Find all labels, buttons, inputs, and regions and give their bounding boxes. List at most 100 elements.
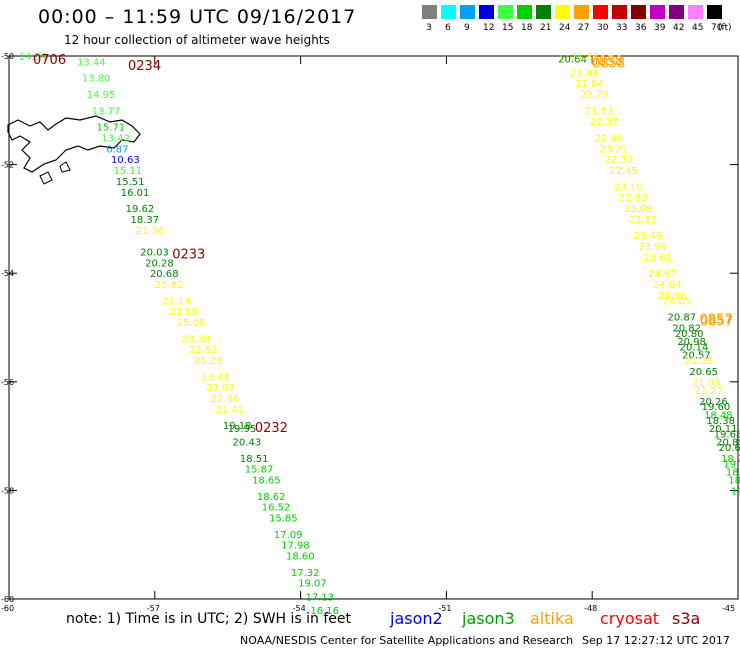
legend-unit: (ft) — [718, 23, 732, 33]
legend-swatch — [688, 5, 703, 19]
swh-value: 22.37 — [590, 117, 619, 128]
legend-label: 70 — [711, 23, 723, 33]
legend-swatch — [631, 5, 646, 19]
swh-value: 22.55 — [169, 307, 198, 318]
legend-swatch — [479, 5, 494, 19]
swh-value: 19.60 — [702, 402, 731, 413]
swh-value: 24.05 — [663, 296, 692, 307]
lat-label: -60 — [1, 595, 14, 604]
legend-label: 3 — [426, 23, 432, 33]
legend-label: 33 — [616, 23, 628, 33]
swh-value: 22.45 — [609, 166, 638, 177]
swh-value: 16.52 — [262, 503, 291, 514]
legend-label: 30 — [597, 23, 609, 33]
island-outline — [39, 171, 53, 185]
swh-value: 20.64 — [558, 55, 587, 66]
lon-label: -54 — [293, 604, 306, 613]
swh-value: 19.95 — [228, 424, 257, 435]
swh-value: 19.62 — [126, 204, 155, 215]
legend-swatch — [650, 5, 665, 19]
swh-value: 16.01 — [121, 188, 150, 199]
legend-swatch — [574, 5, 589, 19]
swh-value: 20.43 — [233, 438, 262, 449]
legend-label: 45 — [692, 23, 704, 33]
swh-value: 17.32 — [291, 568, 320, 579]
swh-value: 21.37 — [570, 52, 599, 63]
swh-value: 15.71 — [96, 123, 125, 134]
legend-label: 39 — [654, 23, 666, 33]
page-subtitle: 12 hour collection of altimeter wave hei… — [64, 33, 330, 47]
legend-label: 24 — [559, 23, 571, 33]
mission-altika: altika — [530, 609, 574, 628]
legend-label: 15 — [502, 23, 514, 33]
swh-value: 17.98 — [281, 541, 310, 552]
swh-value: 22.79 — [580, 90, 609, 101]
swh-value: 24.96 — [658, 291, 687, 302]
swh-value: 21.09 — [692, 378, 721, 389]
swh-value: 23.41 — [201, 372, 230, 383]
swh-value: 18.37 — [131, 215, 160, 226]
map-frame — [8, 55, 739, 600]
swh-value: 18. — [728, 476, 740, 487]
swh-value: 14.34 — [19, 52, 48, 63]
swh-value: 20.87 — [668, 313, 697, 324]
page-title: 00:00 – 11:59 UTC 09/16/2017 — [38, 6, 357, 28]
swh-value: 13.77 — [92, 106, 121, 117]
legend-swatch — [498, 5, 513, 19]
swh-value: 18.48 — [704, 410, 733, 421]
swh-value: 19.00 — [723, 459, 740, 470]
lon-label: -48 — [584, 604, 597, 613]
swh-value: 18.73 — [721, 454, 740, 465]
swh-value: 25.82 — [155, 280, 184, 291]
swh-value: 19 — [731, 486, 740, 497]
legend-swatch — [669, 5, 684, 19]
mission-jason2: jason2 — [390, 609, 443, 628]
swh-value: 25.23 — [194, 356, 223, 367]
swh-value: 21.41 — [216, 405, 245, 416]
swh-value: 20.98 — [677, 337, 706, 348]
swh-value: 24.67 — [648, 269, 677, 280]
lat-label: -54 — [1, 269, 14, 278]
swh-value: 20.68 — [150, 269, 179, 280]
lat-label: -58 — [1, 486, 14, 495]
swh-value: 17.09 — [274, 530, 303, 541]
swh-value: 23.99 — [638, 242, 667, 253]
swh-value: 23.61 — [643, 253, 672, 264]
swh-value: 22.96 — [211, 394, 240, 405]
swh-value: 23.38 — [182, 334, 211, 345]
mission-cryosat: cryosat — [600, 609, 660, 628]
legend-label: 21 — [540, 23, 552, 33]
pass-time-label: 0858 — [592, 57, 625, 72]
lon-label: -45 — [722, 604, 735, 613]
lat-label: -50 — [1, 52, 14, 61]
legend-label: 12 — [483, 23, 495, 33]
swh-value: 24.04 — [653, 280, 682, 291]
swh-value: 23.09 — [206, 383, 235, 394]
legend-swatch — [460, 5, 475, 19]
swh-value: 21.84 — [575, 79, 604, 90]
swh-value: 16.16 — [310, 606, 339, 617]
swh-value: 20.14 — [680, 343, 709, 354]
legend-label: 36 — [635, 23, 647, 33]
pass-time-label: 0232 — [255, 421, 288, 436]
swh-value: 14.95 — [87, 90, 116, 101]
swh-value: 23.08 — [624, 204, 653, 215]
swh-value: 18.51 — [240, 454, 269, 465]
island-outline — [59, 161, 71, 173]
swh-value: 20.28 — [145, 258, 174, 269]
swh-value: 20.26 — [699, 397, 728, 408]
swh-value: 21.53 — [585, 106, 614, 117]
lon-label: -60 — [1, 604, 14, 613]
swh-value: 18.2 — [726, 467, 740, 478]
swh-value: 23.10 — [614, 182, 643, 193]
mission-s3a: s3a — [672, 609, 701, 628]
legend-label: 9 — [464, 23, 470, 33]
legend-label: 42 — [673, 23, 685, 33]
footer-timestamp: Sep 17 12:27:12 UTC 2017 — [582, 634, 730, 647]
swh-value: 21.38 — [685, 356, 714, 367]
swh-value: 23.46 — [634, 231, 663, 242]
lat-label: -56 — [1, 378, 14, 387]
swh-value: 25.08 — [177, 318, 206, 329]
swh-value: 20.82 — [672, 324, 701, 335]
